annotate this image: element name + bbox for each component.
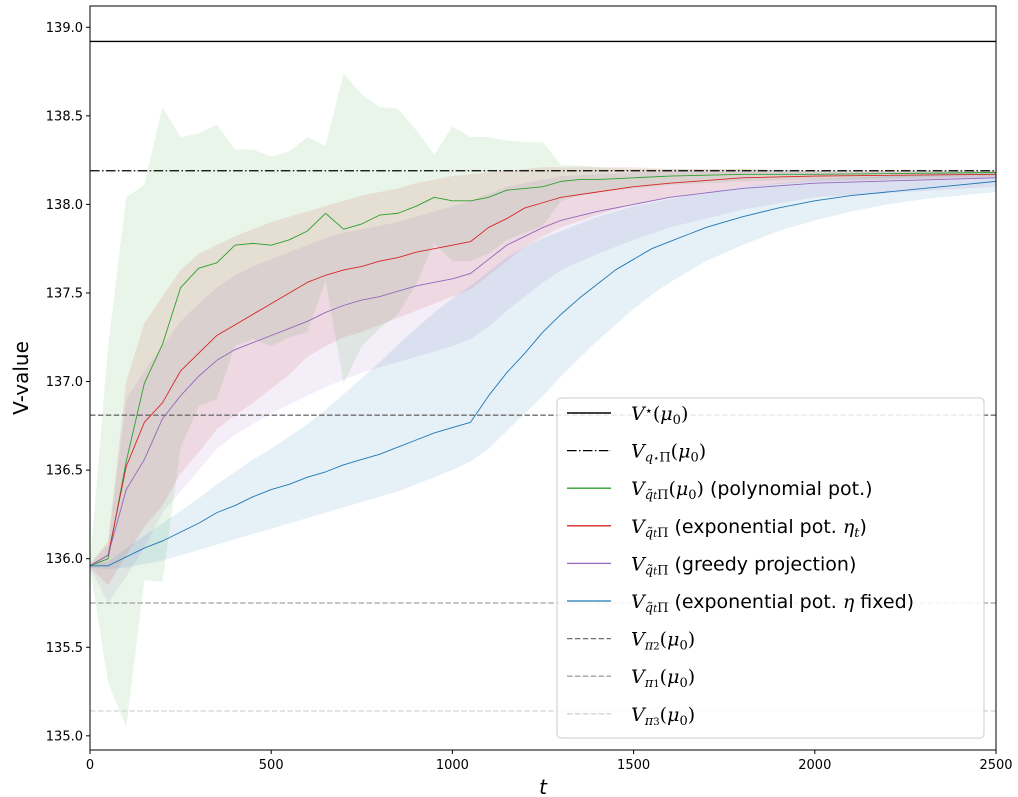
y-tick-label: 138.5 xyxy=(46,109,83,124)
x-tick-label: 500 xyxy=(259,758,284,773)
x-tick-label: 0 xyxy=(86,758,94,773)
x-tick-label: 2500 xyxy=(979,758,1012,773)
line-expeta xyxy=(90,173,996,567)
y-tick-label: 137.0 xyxy=(46,375,83,390)
legend-label-vpi1: Vπ1​(μ0​) xyxy=(631,666,695,691)
y-axis-label: V-value xyxy=(9,341,33,415)
band-expfixed xyxy=(90,172,996,570)
legend-label-expfixed: Vq̃tΠ​ (exponential pot. η fixed) xyxy=(631,591,914,616)
band-expeta xyxy=(90,167,996,586)
line-poly xyxy=(90,172,996,567)
band-poly xyxy=(90,73,996,727)
legend-label-vqpi: Vq⋆Π​(μ0​) xyxy=(631,441,706,466)
y-tick-label: 136.5 xyxy=(46,464,83,479)
x-axis-label: t xyxy=(539,775,548,797)
legend: V⋆​(μ0​) Vq⋆Π​(μ0​) Vq̃tΠ​(μ0​) (polynomia… xyxy=(556,397,985,739)
x-tick-label: 2000 xyxy=(798,758,831,773)
x-tick-label: 1500 xyxy=(617,758,650,773)
axes: 0 500 1000 1500 2000 2500 135.0 135.5 136.0 136.5… xyxy=(46,5,1013,773)
series-lines xyxy=(90,172,996,567)
legend-label-poly: Vq̃tΠ​(μ0​) (polynomial pot.) xyxy=(631,478,873,503)
legend-label-greedy: Vq̃tΠ​ (greedy projection) xyxy=(631,553,856,578)
y-tick-label: 138.0 xyxy=(46,198,83,213)
y-tick-label: 139.0 xyxy=(46,21,83,36)
y-tick-label: 135.5 xyxy=(46,641,83,656)
legend-label-expeta: Vq̃tΠ​ (exponential pot. ηt​) xyxy=(631,516,867,541)
legend-label-vpi3: Vπ3​(μ0​) xyxy=(631,704,695,729)
x-tick-label: 1000 xyxy=(436,758,469,773)
line-expfixed xyxy=(90,180,996,567)
legend-label-vstar: V⋆​(μ0​) xyxy=(631,403,688,428)
legend-box xyxy=(556,397,985,739)
line-greedy xyxy=(90,177,996,567)
plot-frame xyxy=(89,5,997,751)
y-tick-label: 135.0 xyxy=(46,729,83,744)
y-tick-label: 137.5 xyxy=(46,286,83,301)
legend-label-vpi2: Vπ2​(μ0​) xyxy=(631,629,695,654)
y-tick-label: 136.0 xyxy=(46,552,83,567)
